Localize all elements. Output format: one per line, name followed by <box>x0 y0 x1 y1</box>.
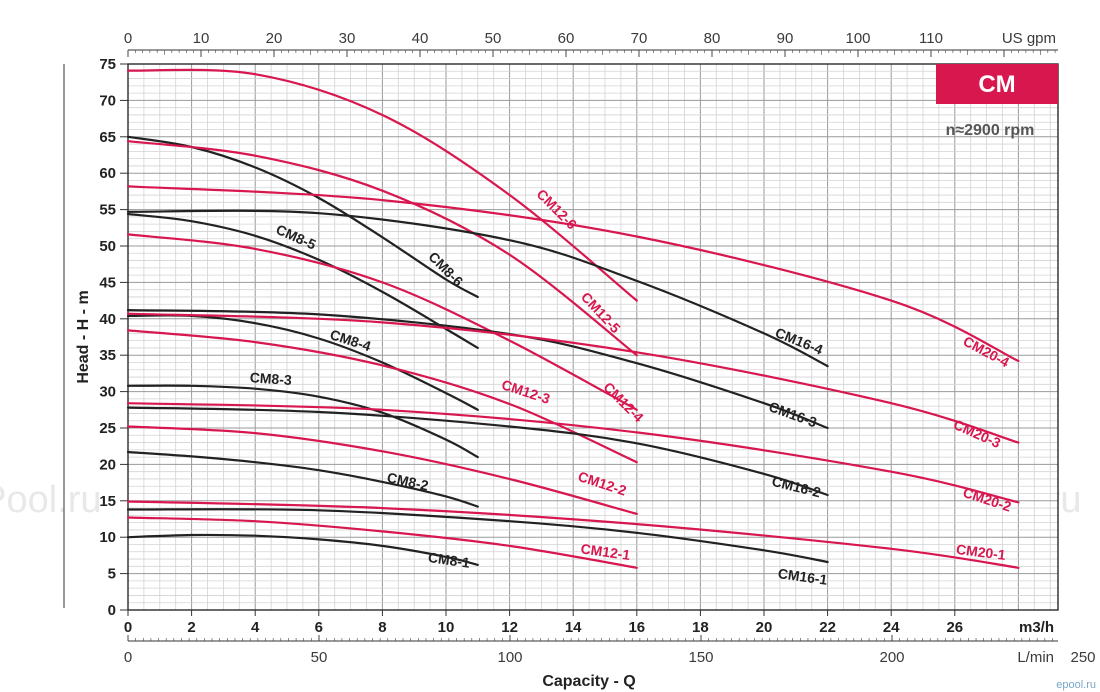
x-tick-label-usgpm: 30 <box>339 30 356 47</box>
x-tick-label-usgpm: 10 <box>193 30 210 47</box>
y-tick-label: 60 <box>99 165 116 182</box>
y-tick-label: 15 <box>99 493 116 510</box>
curve-label-cm20-1: CM20-1 <box>955 541 1007 563</box>
y-tick-label: 5 <box>108 566 116 583</box>
curve-cm12-2 <box>126 425 638 515</box>
curve-cm16-2 <box>126 406 829 497</box>
curve-cm20-2 <box>126 402 1020 504</box>
x-tick-label-m3h: 2 <box>187 619 195 636</box>
x-tick-label-usgpm: 0 <box>124 30 132 47</box>
x-tick-label-m3h: 8 <box>378 619 386 636</box>
y-tick-label: 25 <box>99 420 116 437</box>
x-tick-label-m3h: 10 <box>438 619 455 636</box>
x-tick-label-lmin: 150 <box>688 649 713 666</box>
curve-cm12-5 <box>126 140 638 357</box>
x-tick-label-lmin: 0 <box>124 649 132 666</box>
y-tick-label: 20 <box>99 456 116 473</box>
x-tick-label-m3h: 26 <box>946 619 963 636</box>
x-tick-label-m3h: 6 <box>315 619 323 636</box>
y-tick-label: 65 <box>99 129 116 146</box>
curve-cm12-6 <box>126 68 638 302</box>
curve-cm12-4 <box>126 233 638 411</box>
x-tick-label-usgpm: 100 <box>845 30 870 47</box>
x-tick-label-m3h: 16 <box>628 619 645 636</box>
curve-cm16-1 <box>126 508 829 564</box>
x-tick-label-usgpm: 60 <box>558 30 575 47</box>
corner-watermark: epool.ru <box>1056 679 1096 691</box>
chart-title: CM <box>978 71 1015 98</box>
plot-area-frame <box>127 63 1059 611</box>
y-tick-label: 75 <box>99 56 116 73</box>
curve-cm8-2 <box>126 450 479 508</box>
x-unit-usgpm: US gpm <box>1002 30 1056 47</box>
curves-layer <box>126 68 1020 569</box>
y-tick-label: 10 <box>99 529 116 546</box>
x-tick-label-usgpm: 50 <box>485 30 502 47</box>
x-tick-label-usgpm: 90 <box>777 30 794 47</box>
x-tick-label-m3h: 24 <box>883 619 900 636</box>
curve-label-cm8-1: CM8-1 <box>427 549 471 571</box>
x-tick-label-usgpm: 110 <box>919 30 943 47</box>
x-tick-label-m3h: 22 <box>819 619 836 636</box>
x-tick-label-m3h: 18 <box>692 619 709 636</box>
x-tick-label-lmin: 50 <box>311 649 328 666</box>
x-axis-title: Capacity - Q <box>542 673 635 690</box>
chart-subtitle: n≈2900 rpm <box>946 122 1035 139</box>
watermark-text: ePool.ru <box>0 479 102 521</box>
y-tick-label: 70 <box>99 92 116 109</box>
x-unit-m3h: m3/h <box>1019 619 1054 636</box>
y-tick-label: 50 <box>99 238 116 255</box>
title-badge <box>936 64 1058 104</box>
curve-cm20-3 <box>126 312 1020 444</box>
x-tick-label-m3h: 12 <box>501 619 518 636</box>
x-tick-label-usgpm: 20 <box>266 30 283 47</box>
curve-cm20-4 <box>126 185 1020 363</box>
x-unit-lmin: L/min <box>1017 649 1054 666</box>
x-tick-label-lmin: 250 <box>1070 649 1095 666</box>
x-tick-label-m3h: 4 <box>251 619 260 636</box>
curve-cm8-1 <box>126 533 479 566</box>
y-axis-title: Head - H - m <box>75 290 92 383</box>
plot-area-background <box>128 64 1058 610</box>
x-tick-label-usgpm: 40 <box>412 30 429 47</box>
curve-label-cm16-1: CM16-1 <box>777 565 829 588</box>
x-tick-label-m3h: 20 <box>756 619 773 636</box>
curve-label-cm8-3: CM8-3 <box>249 369 292 388</box>
y-tick-label: 30 <box>99 384 116 401</box>
x-tick-label-lmin: 200 <box>879 649 904 666</box>
y-tick-label: 35 <box>99 347 116 364</box>
x-tick-label-usgpm: 80 <box>704 30 721 47</box>
curve-cm16-4 <box>126 209 829 368</box>
curve-cm12-1 <box>126 516 638 569</box>
curve-label-cm12-1: CM12-1 <box>580 540 632 563</box>
badge-layer: CM n≈2900 rpm <box>936 64 1058 139</box>
y-tick-label: 0 <box>108 602 116 619</box>
x-tick-label-lmin: 100 <box>497 649 522 666</box>
curve-cm8-3 <box>126 384 479 459</box>
curve-cm20-1 <box>126 500 1020 569</box>
x-tick-label-m3h: 14 <box>565 619 582 636</box>
y-tick-label: 55 <box>99 202 116 219</box>
y-tick-label: 40 <box>99 311 116 328</box>
x-tick-label-m3h: 0 <box>124 619 132 636</box>
x-tick-label-usgpm: 70 <box>631 30 648 47</box>
y-tick-label: 45 <box>99 274 116 291</box>
